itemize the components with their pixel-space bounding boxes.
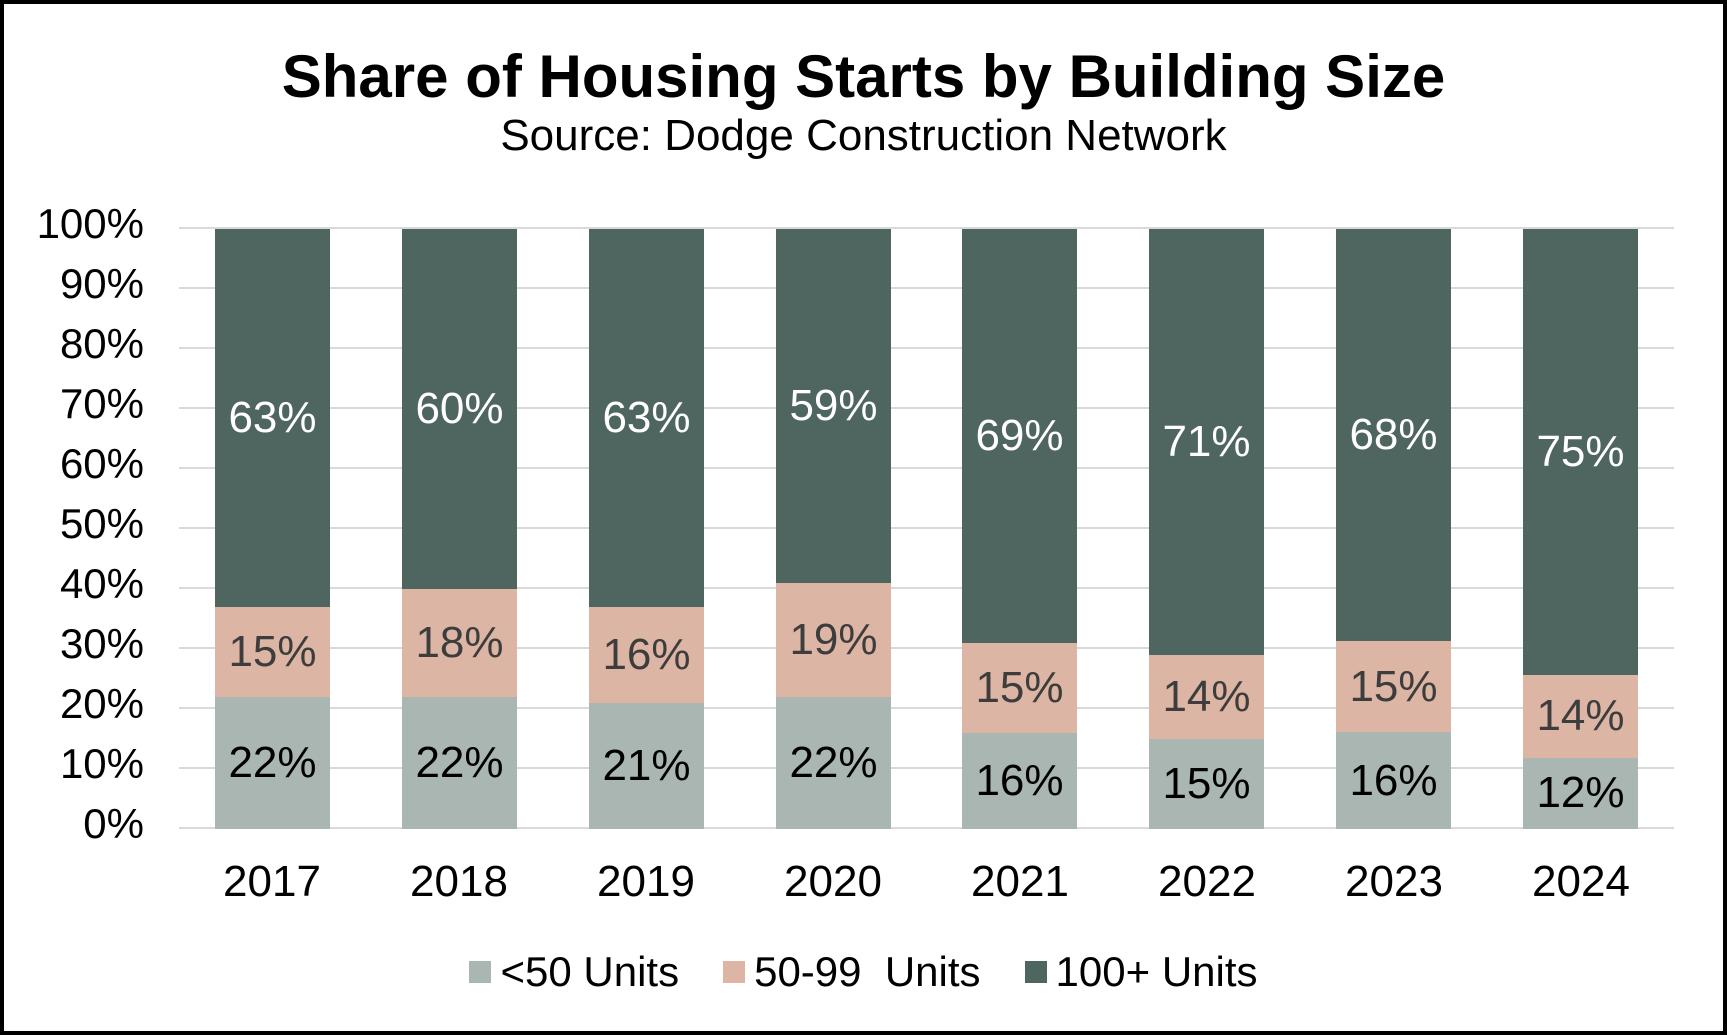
bar-segment: 75% [1523,229,1638,675]
y-axis-tick-label: 30% [59,620,144,667]
bar-segment-label: 15% [975,663,1064,712]
bar-segment: 63% [589,229,704,607]
gridline [179,587,1674,589]
bar-segment: 15% [1149,739,1264,829]
x-axis-tick-label: 2017 [223,857,321,906]
bar-segment: 14% [1149,655,1264,739]
bar-segment-label: 18% [415,618,504,667]
bar-segment: 16% [1336,732,1451,829]
bar-segment-label: 14% [1162,672,1251,721]
bar-segment: 22% [776,697,891,829]
bar-segment-label: 22% [789,738,878,787]
bar-segment: 15% [1336,641,1451,733]
legend-swatch [469,961,492,983]
bar-segment-label: 63% [228,393,317,442]
bar-segment: 16% [962,733,1077,829]
bar-segment-label: 12% [1536,768,1625,818]
x-axis-tick-label: 2020 [784,857,882,906]
bar-segment-label: 19% [789,615,878,664]
bar-segment-label: 60% [415,384,504,433]
legend-item: 100+ Units [1024,948,1258,996]
gridline [179,347,1674,349]
y-axis-tick-label: 100% [36,200,144,247]
gridline [179,647,1674,649]
bar-segment-label: 16% [602,630,691,679]
bar-segment-label: 15% [1349,661,1438,711]
legend-swatch [723,961,746,983]
y-axis-tick-label: 50% [59,500,144,547]
legend-item-label: 50-99 Units [754,948,981,995]
bar-segment-label: 22% [415,738,504,787]
bar-segment-label: 68% [1349,410,1438,460]
bar-segment-label: 22% [228,738,317,787]
bar-segment: 15% [215,607,330,697]
bar-segment-label: 16% [1349,755,1438,805]
legend-item: 50-99 Units [723,948,981,996]
y-axis-tick-label: 40% [59,560,144,607]
bar-segment-label: 16% [975,756,1064,805]
bar-segment: 69% [962,229,1077,643]
bar-segment-label: 69% [975,411,1064,460]
bar-segment: 60% [402,229,517,589]
bar-segment: 18% [402,589,517,697]
bar-segment: 12% [1523,757,1638,829]
x-axis-tick-label: 2019 [597,857,695,906]
y-axis-tick-label: 90% [59,260,144,307]
legend-swatch [1024,961,1047,983]
y-axis-tick-label: 60% [59,440,144,487]
bar-segment-label: 59% [789,381,878,430]
bar-segment: 22% [215,697,330,829]
bar-segment: 15% [962,643,1077,733]
chart-title: Share of Housing Starts by Building Size [281,43,1446,110]
bar-segment-label: 63% [602,393,691,442]
y-axis-tick-label: 70% [59,380,144,427]
legend-item-label: 100+ Units [1055,948,1258,995]
bar-segment: 22% [402,697,517,829]
bar-segment-label: 14% [1536,691,1625,741]
gridline [179,227,1674,229]
legend-item: <50 Units [469,948,679,996]
bar-segment: 59% [776,229,891,583]
bar-segment-label: 21% [602,741,691,790]
legend: <50 Units 50-99 Units 100+ Units [4,948,1723,996]
bar-segment: 21% [589,703,704,829]
bar-segment: 19% [776,583,891,697]
x-axis-tick-label: 2022 [1158,857,1256,906]
bar-segment: 68% [1336,229,1451,642]
x-axis-tick-label: 2021 [971,857,1069,906]
y-axis-tick-label: 80% [59,320,144,367]
bar-segment: 63% [215,229,330,607]
gridline [179,467,1674,469]
y-axis-tick-label: 20% [59,680,144,727]
gridline [179,407,1674,409]
y-axis-tick-label: 10% [59,740,144,787]
x-axis-tick-label: 2024 [1532,857,1630,906]
chart-subtitle: Source: Dodge Construction Network [500,111,1227,160]
bar-segment-label: 71% [1162,417,1251,466]
bar-segment-label: 15% [228,627,317,676]
gridline [179,767,1674,769]
gridline [179,707,1674,709]
x-axis-tick-label: 2018 [410,857,508,906]
gridline [179,287,1674,289]
bar-segment-label: 15% [1162,759,1251,808]
y-axis-tick-label: 0% [83,800,144,847]
bar-segment: 14% [1523,674,1638,758]
x-axis-tick-label: 2023 [1345,857,1443,906]
legend-item-label: <50 Units [500,948,680,995]
bar-segment: 16% [589,607,704,703]
gridline [179,827,1674,829]
bar-segment-label: 75% [1536,426,1625,476]
bar-segment: 71% [1149,229,1264,655]
gridline [179,527,1674,529]
